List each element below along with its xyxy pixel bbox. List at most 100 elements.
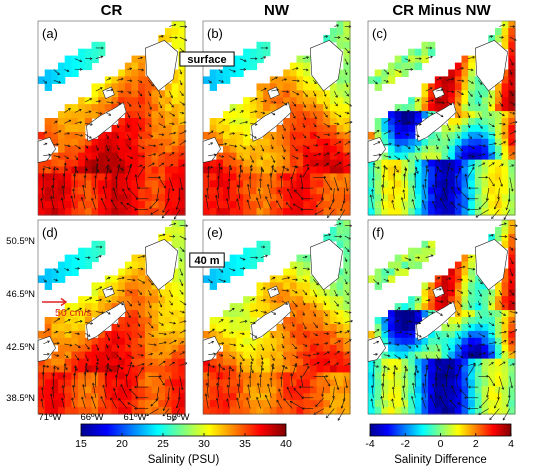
vector-arrowhead [325, 374, 329, 378]
field-cell [309, 166, 318, 174]
field-cell [229, 358, 237, 367]
field-cell [111, 275, 119, 283]
field-cell [336, 208, 344, 216]
field-cell [124, 344, 133, 353]
vector-arrowhead [304, 255, 308, 259]
field-cell [203, 372, 211, 380]
field-cell [263, 48, 271, 57]
field-cell [276, 90, 284, 98]
vector-arrowhead [161, 133, 165, 137]
field-cell [111, 344, 119, 353]
field-cell [468, 173, 476, 181]
vector-arrow [85, 310, 91, 312]
field-cell [401, 344, 409, 353]
vector-arrowhead [139, 164, 143, 168]
vector-arrow [216, 383, 220, 398]
colorbar-title: Salinity (PSU) [148, 454, 220, 466]
vector-arrow [239, 362, 242, 377]
field-cell [323, 407, 331, 415]
vector-arrowhead [502, 113, 505, 117]
field-cell [428, 330, 436, 339]
field-cell [276, 159, 284, 168]
vector-arrowhead [159, 294, 163, 298]
vector-arrowhead [162, 383, 165, 386]
field-cell [394, 261, 402, 270]
vector-arrowhead [240, 170, 243, 173]
vector-arrow [402, 385, 406, 398]
field-cell [178, 208, 186, 216]
field-cell [263, 104, 271, 112]
field-cell [229, 111, 237, 119]
field-cell [263, 247, 271, 256]
field-cell [138, 145, 146, 154]
vector-arrowhead [286, 168, 290, 171]
vector-arrowhead [400, 197, 404, 200]
field-cell [388, 201, 396, 209]
field-cell [38, 386, 46, 394]
vector-arrow [415, 310, 420, 312]
field-cell [178, 254, 186, 263]
field-cell [323, 131, 331, 140]
field-cell [481, 303, 489, 311]
field-cell [38, 187, 46, 195]
field-cell [131, 187, 139, 195]
vector-arrow [302, 164, 309, 167]
field-cell [236, 62, 244, 71]
field-cell [388, 62, 396, 71]
field-cell [243, 303, 251, 311]
field-cell [401, 386, 409, 394]
vector-arrowhead [260, 357, 264, 361]
field-cell [229, 303, 237, 311]
vector-arrow [294, 189, 304, 200]
field-cell [330, 201, 338, 209]
field-cell [131, 145, 139, 154]
field-cell [394, 208, 402, 216]
field-cell [316, 90, 324, 98]
field-cell [474, 187, 483, 195]
field-cell [441, 337, 449, 346]
field-cell [256, 166, 264, 174]
field-cell [309, 379, 318, 387]
field-cell [336, 330, 344, 339]
latitude-tick: 42.5ºN [6, 342, 35, 353]
vector-arrowhead [241, 309, 245, 312]
field-cell [434, 187, 443, 195]
field-cell [256, 379, 264, 387]
field-cell [388, 76, 396, 84]
vector-arrow [148, 101, 152, 110]
field-cell [249, 208, 258, 216]
vector-arrow [250, 354, 254, 361]
field-cell [401, 69, 409, 77]
field-cell [323, 111, 331, 119]
field-cell [98, 48, 106, 57]
vector-arrowhead [397, 157, 401, 160]
vector-arrow [229, 69, 236, 73]
vector-arrowhead [220, 270, 224, 273]
field-cell [111, 393, 119, 401]
field-cell [368, 131, 376, 140]
field-cell [495, 166, 503, 174]
field-cell [171, 173, 179, 181]
vector-arrowhead [398, 119, 401, 123]
vector-arrow [116, 289, 125, 292]
field-cell [98, 180, 106, 188]
field-cell [461, 145, 469, 154]
vector-arrowhead [272, 276, 276, 280]
field-cell [78, 407, 86, 415]
field-cell [316, 365, 324, 373]
vector-arrowhead [129, 266, 133, 270]
vector-arrow [457, 354, 463, 358]
vector-arrowhead [49, 393, 53, 397]
field-cell [508, 407, 516, 415]
vector-arrow [467, 167, 475, 178]
field-cell [78, 208, 86, 216]
vector-arrow [43, 167, 45, 178]
vector-arrow [250, 165, 252, 178]
vector-arrowhead [414, 365, 418, 368]
vector-arrowhead [464, 173, 468, 177]
field-cell [249, 104, 258, 112]
vector-arrowhead [263, 87, 267, 91]
vector-arrowhead [164, 341, 167, 345]
vector-arrow [74, 332, 80, 335]
field-cell [104, 337, 113, 346]
